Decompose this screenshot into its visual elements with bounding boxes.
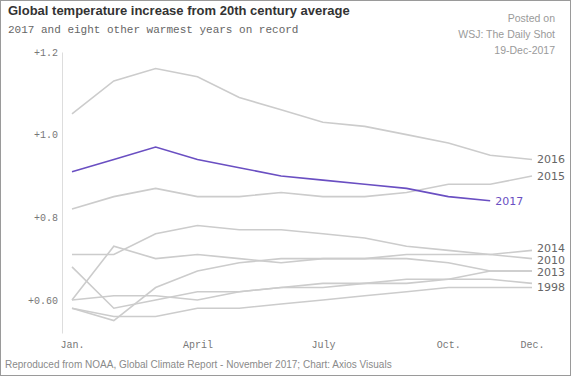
x-tick: Oct. [437,336,461,351]
title: Global temperature increase from 20th ce… [8,3,350,18]
y-tick-label: +1.2 [34,48,58,59]
series-label: 2015 [537,170,565,183]
series-label: 2013 [537,266,565,279]
series-line [72,246,532,300]
y-tick: +1.2 [34,48,62,59]
x-tick-label: Dec. [520,340,544,351]
y-tick: +0.8 [34,213,62,224]
x-tick: July [311,336,335,351]
y-axis-line [62,53,63,334]
series-line [72,288,532,317]
series-line [72,226,532,259]
y-tick-label: +0.60 [28,296,58,307]
series-line [72,176,532,209]
subtitle: 2017 and eight other warmest years on re… [8,24,298,36]
series-label: 2016 [537,153,565,166]
series-label: 2017 [495,195,523,208]
annotation: WSJ: The Daily Shot [458,28,555,40]
series-labels: 2016201520172014201020131998 [495,153,565,294]
x-axis: Jan. April July Oct. Dec. [60,336,544,351]
y-axis: +0.60 +0.8 +1.0 +1.2 [28,48,63,334]
x-tick-label: April [183,340,213,351]
series-label: 1998 [537,281,565,294]
y-tick-label: +1.0 [34,130,58,141]
series-line [72,259,532,321]
x-tick: April [183,336,213,351]
series-line [72,69,532,160]
x-tick: Dec. [520,336,544,351]
y-tick: +0.60 [28,296,62,307]
lines [72,69,532,321]
chart: Global temperature increase from 20th ce… [0,0,571,376]
series-line [72,271,532,300]
frame [1,1,571,376]
x-tick: Jan. [60,336,84,351]
x-tick-label: July [311,340,335,351]
y-tick-label: +0.8 [34,213,58,224]
annotation: 19-Dec-2017 [494,44,555,56]
annotation: Posted on [508,12,555,24]
y-tick: +1.0 [34,130,62,141]
x-tick-label: Oct. [437,340,461,351]
series-line [72,147,490,201]
x-tick-label: Jan. [60,340,84,351]
source: Reproduced from NOAA, Global Climate Rep… [5,359,392,370]
